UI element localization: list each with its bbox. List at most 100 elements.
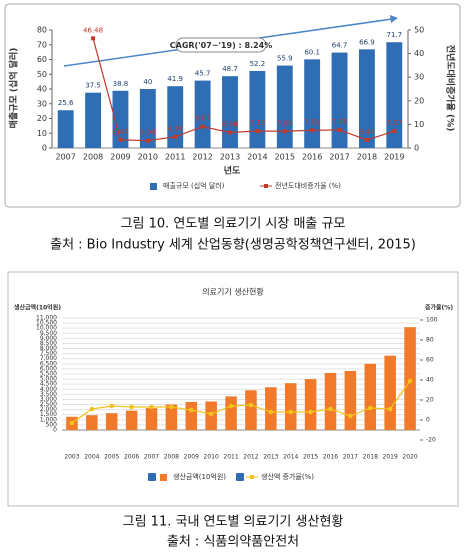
- marker: [118, 137, 123, 142]
- marker: [282, 129, 287, 134]
- legend-checkbox: [236, 473, 244, 481]
- bar-label: 41.9: [167, 75, 183, 83]
- marker: [149, 404, 154, 410]
- bar-label: 40: [143, 78, 152, 86]
- bar: [105, 413, 118, 430]
- marker: [173, 134, 178, 139]
- x-tick-label: 2013: [220, 153, 240, 162]
- y-tick-label: 20: [37, 114, 47, 123]
- x-tick-label: 2004: [84, 454, 99, 461]
- bar: [86, 415, 98, 430]
- y-tick-label: 40: [37, 85, 47, 94]
- line-label: 7.09: [277, 119, 293, 127]
- y2-tick-label: 40: [414, 49, 424, 58]
- x-tick-label: 2012: [192, 153, 212, 162]
- y2-tick-label: 60: [426, 357, 434, 364]
- bar: [245, 390, 257, 430]
- marker: [288, 409, 294, 415]
- marker: [208, 411, 214, 417]
- y-tick-label: 6,000: [40, 365, 57, 372]
- x-tick-label: 2012: [243, 454, 258, 461]
- x-tick-label: 2009: [184, 454, 199, 461]
- caption: 출처 : Bio Industry 세계 산업동향(생명공학정책연구센터, 20…: [50, 238, 416, 253]
- annotation: CAGR('07~'19) : 8.24%: [170, 41, 273, 50]
- marker: [387, 406, 393, 412]
- bar: [344, 370, 357, 430]
- y2-axis-label: 증가율(%): [425, 304, 453, 312]
- bar: [85, 92, 102, 148]
- y-tick-label: 10,000: [36, 325, 57, 332]
- y2-tick-label: 20: [426, 397, 434, 404]
- bar: [194, 80, 211, 148]
- y-tick-label: 3,000: [40, 396, 57, 403]
- y-axis-label: 매출규모 (십억 달러): [8, 48, 20, 129]
- y-tick-label: 9,000: [40, 335, 57, 342]
- marker: [69, 420, 75, 426]
- y2-tick-label: 0: [414, 144, 419, 153]
- bar: [384, 355, 396, 430]
- x-tick-label: 2009: [110, 153, 130, 162]
- line-label: 3.40: [359, 128, 375, 136]
- bar-label: 37.5: [85, 82, 101, 90]
- x-tick-label: 2016: [302, 153, 322, 162]
- y-tick-label: 4,500: [40, 381, 57, 388]
- marker: [308, 409, 313, 415]
- bar: [358, 49, 375, 149]
- y-tick-label: 9,500: [40, 330, 57, 337]
- y-tick-label: 2,000: [40, 406, 57, 413]
- bar: [185, 402, 198, 430]
- y-tick-label: 8,500: [40, 340, 57, 347]
- marker: [228, 403, 234, 409]
- bar-label: 55.9: [277, 55, 293, 63]
- legend-swatch: [264, 184, 268, 188]
- x-tick-label: 2007: [144, 454, 159, 461]
- line-label: 3.47: [113, 128, 129, 136]
- y-tick-label: 5,000: [40, 376, 57, 383]
- caption: 출처 : 식품의약품안전처: [167, 535, 299, 550]
- y-tick-label: 3,500: [40, 391, 57, 398]
- y-tick-label: 500: [46, 421, 58, 428]
- bar-label: 52.2: [250, 60, 266, 68]
- x-tick-label: 2010: [204, 454, 219, 461]
- marker: [228, 130, 232, 135]
- bar: [331, 52, 348, 148]
- x-tick-label: 2008: [83, 153, 103, 162]
- bar: [57, 110, 74, 148]
- x-tick-label: 2003: [64, 454, 79, 461]
- y2-tick-label: 50: [414, 26, 424, 35]
- y-tick-label: 1,000: [40, 416, 57, 423]
- x-tick-label: 2018: [357, 153, 377, 162]
- bar: [404, 327, 416, 430]
- bar: [125, 410, 138, 430]
- x-tick-label: 2020: [402, 454, 417, 461]
- x-tick-label: 2006: [124, 454, 139, 461]
- line-label: 7.17: [387, 119, 403, 127]
- legend-label: 전년도대비증가율 (%): [275, 181, 341, 190]
- line-label: 7.51: [304, 118, 320, 126]
- y-tick-label: 1,500: [40, 411, 57, 418]
- x-tick-label: 2013: [263, 454, 278, 461]
- x-tick-label: 2016: [323, 454, 338, 461]
- line: [71, 380, 411, 424]
- marker: [255, 129, 260, 134]
- bar-label: 60.1: [304, 48, 320, 56]
- y-tick-label: 7,500: [40, 350, 57, 357]
- marker: [129, 404, 134, 410]
- bar: [386, 42, 403, 148]
- marker: [89, 406, 95, 412]
- x-tick-label: 2005: [104, 454, 119, 461]
- bar: [324, 372, 337, 430]
- bar-label: 38.8: [113, 80, 129, 88]
- line-label: 7.65: [332, 118, 348, 126]
- legend-swatch: [150, 183, 157, 190]
- y2-tick-label: 80: [426, 337, 434, 344]
- legend-label: 매출규모 (십억 달러): [163, 181, 225, 190]
- y-tick-label: 80: [37, 26, 47, 35]
- x-axis-label: 년도: [224, 165, 241, 177]
- x-tick-label: 2014: [247, 153, 267, 162]
- caption: 그림 10. 연도별 의료기기 시장 매출 규모: [121, 217, 346, 232]
- marker: [348, 413, 353, 419]
- line-label: 9.07: [195, 115, 211, 123]
- y-tick-label: 0: [42, 144, 47, 153]
